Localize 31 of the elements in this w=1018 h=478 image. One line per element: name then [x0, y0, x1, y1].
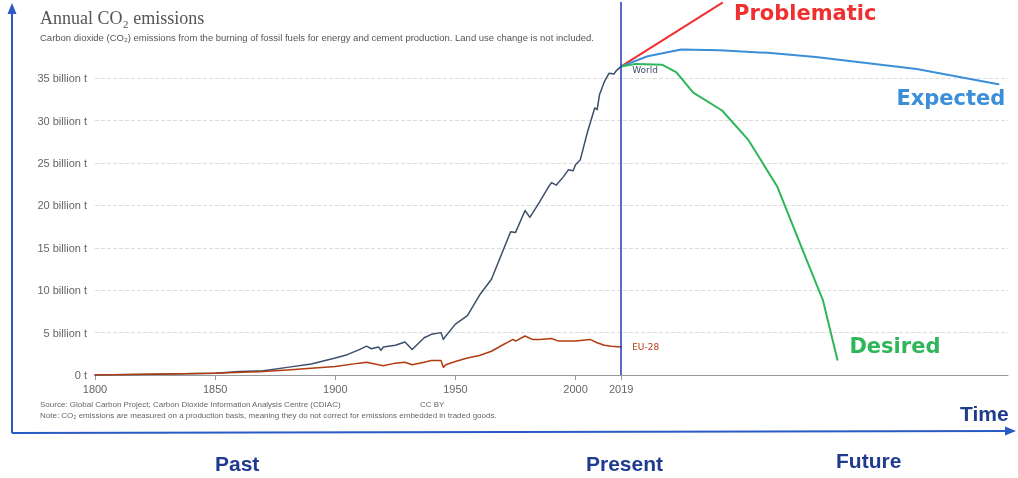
x-tick-label: 1900 — [323, 382, 348, 395]
y-tick-label: 20 billion t — [37, 199, 87, 212]
y-tick-label: 5 billion t — [43, 326, 87, 339]
y-tick-label: 35 billion t — [37, 72, 87, 85]
x-axis-title: Time — [960, 402, 1009, 426]
line-series — [620, 48, 1000, 86]
text: Present — [586, 452, 664, 476]
text: Note: CO₂ emissions are measured on a production basis, meaning they do not correct for emissions embedded in traded goods. — [40, 411, 497, 420]
y-tick-label: 15 billion t — [37, 241, 87, 254]
chart-title: Annual CO₂ emissions — [40, 8, 205, 29]
y-tick-label: 25 billion t — [37, 157, 87, 170]
series-label: EU-28 — [632, 342, 660, 353]
source-note: Source: Global Carbon Project; Carbon Dioxide Information Analysis Centre (CDIAC) — [40, 400, 341, 409]
y-tick-label: 10 billion t — [37, 284, 87, 297]
text: CC BY — [420, 400, 445, 409]
series-label: Problematic — [734, 0, 877, 25]
line-series — [94, 335, 622, 376]
series-label: World — [632, 65, 658, 76]
x-tick-label: 1800 — [82, 382, 108, 395]
x-tick-label: 1850 — [202, 382, 228, 395]
x-tick-label: 2000 — [563, 382, 588, 395]
series-label: Expected — [896, 86, 1006, 111]
series-label: Desired — [849, 333, 941, 358]
x-tick-label: 1950 — [443, 382, 468, 395]
y-tick-label: 0 t — [74, 369, 87, 381]
x-tick-label: 2019 — [608, 382, 634, 395]
line-series — [620, 62, 839, 361]
text: Past — [215, 452, 260, 476]
text: Carbon dioxide (CO₂) emissions from the burning of fossil fuels for energy and cement production. Land use change is not included. — [40, 32, 595, 43]
y-tick-label: 30 billion t — [37, 114, 87, 127]
text: Future — [836, 449, 902, 473]
